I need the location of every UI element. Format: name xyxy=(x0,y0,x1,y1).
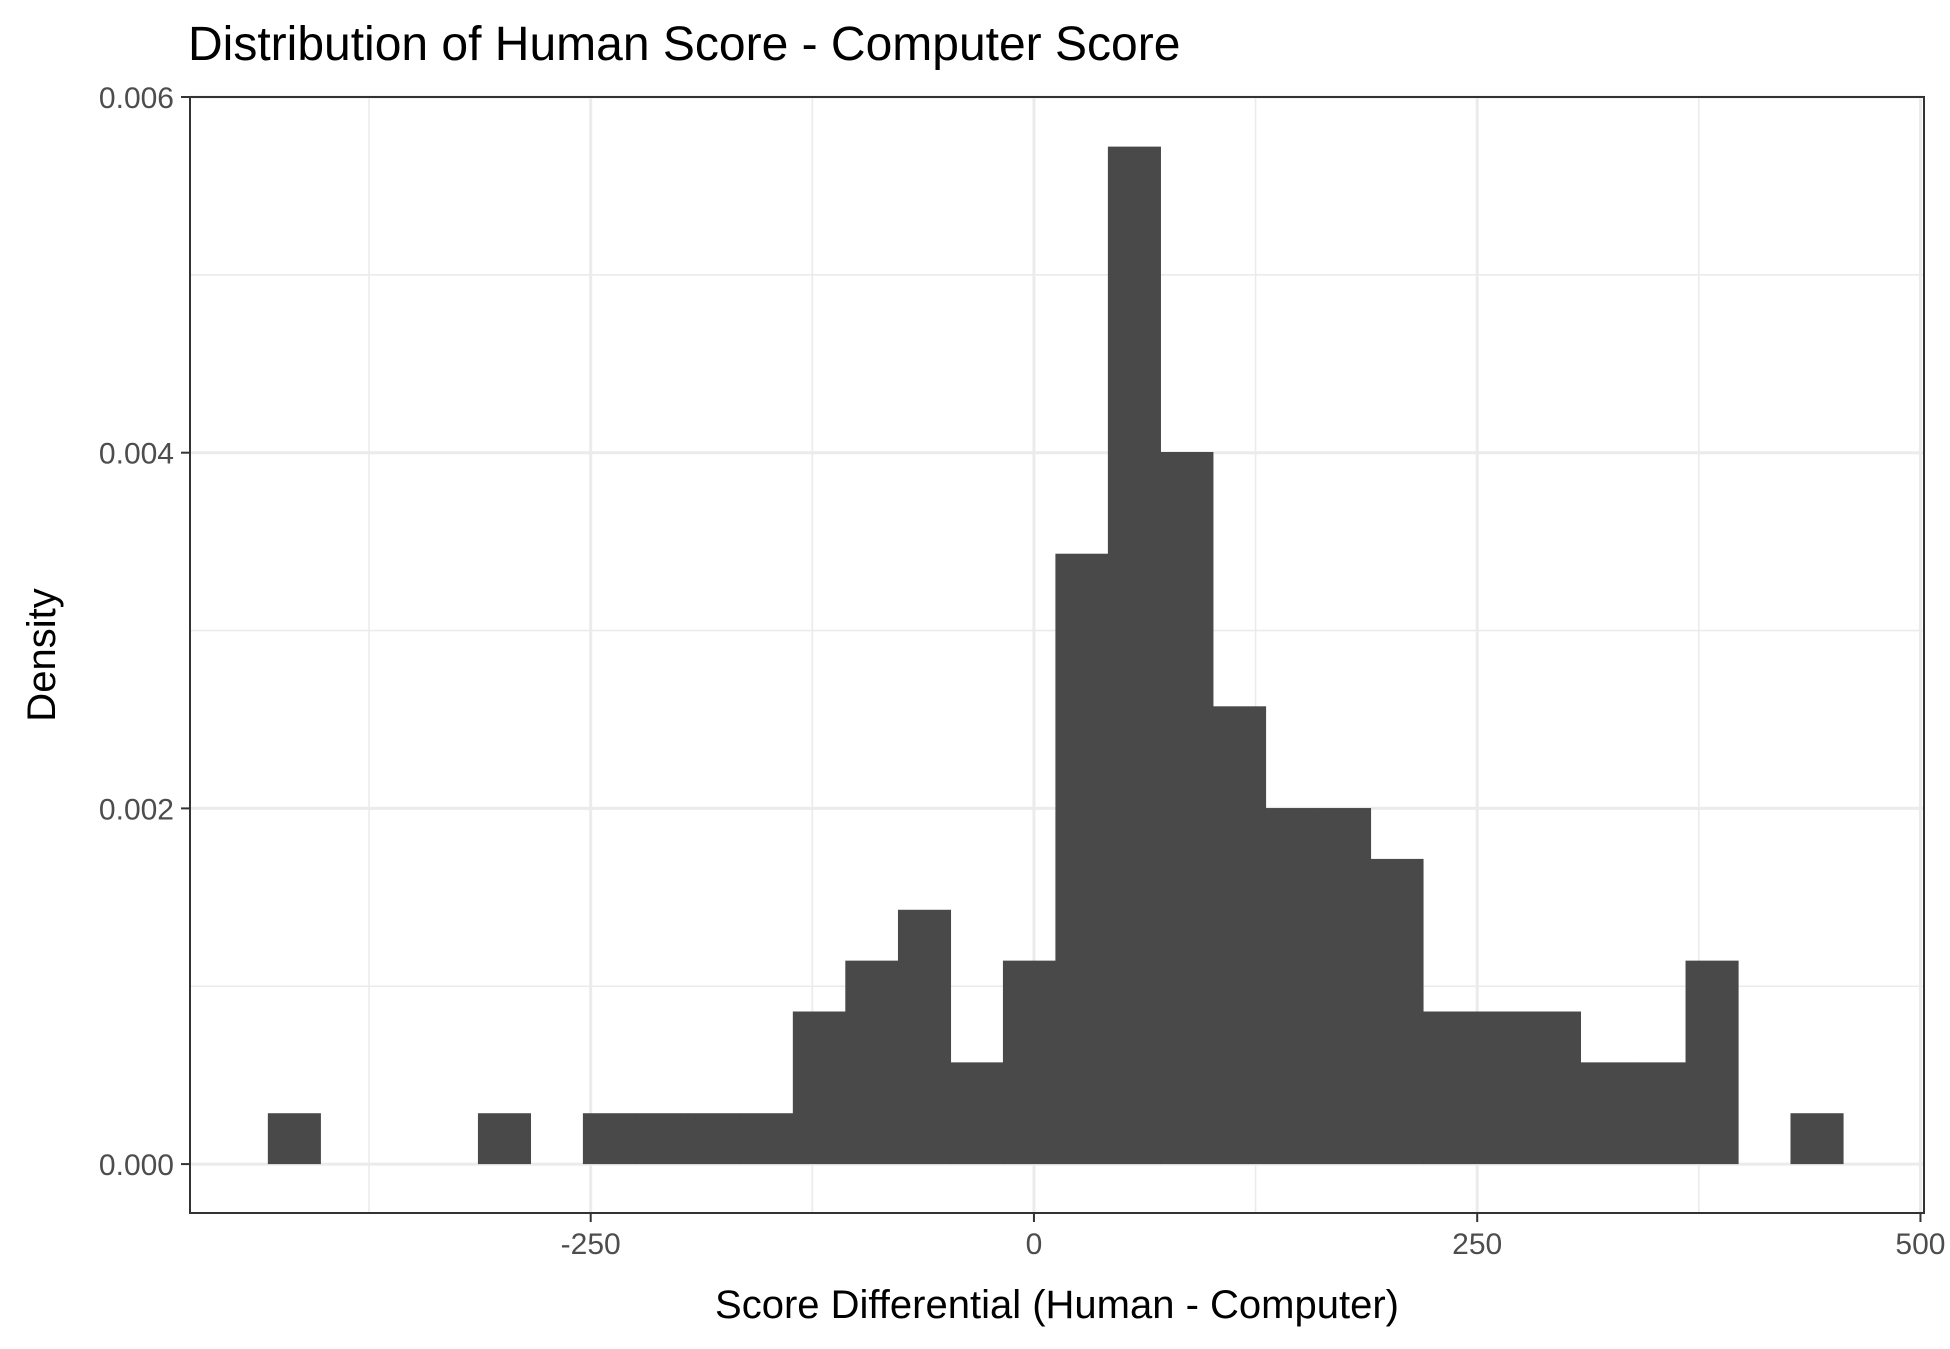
histogram-bar xyxy=(635,1113,689,1165)
histogram-bar xyxy=(1790,1113,1844,1165)
histogram-bar xyxy=(1475,1011,1529,1165)
y-tick-label: 0.002 xyxy=(99,793,174,826)
histogram-bar xyxy=(897,909,952,1165)
y-axis-title: Density xyxy=(20,588,64,721)
histogram-bar xyxy=(477,1113,532,1165)
histogram-bar xyxy=(740,1113,794,1165)
x-tick-label: 250 xyxy=(1452,1228,1502,1261)
plot-panel-border xyxy=(189,96,1925,1214)
x-axis-ticks: -250 0 250 500 xyxy=(561,1213,1945,1261)
y-axis-ticks: 0.000 0.002 0.004 0.006 xyxy=(99,82,190,1182)
histogram-bar xyxy=(1055,553,1109,1165)
x-tick-label: 500 xyxy=(1895,1228,1945,1261)
chart-title: Distribution of Human Score - Computer S… xyxy=(188,18,1180,71)
histogram-bar xyxy=(1317,808,1372,1165)
histogram-bar xyxy=(1527,1011,1581,1165)
x-tick-label: 0 xyxy=(1026,1228,1043,1261)
histogram-bar xyxy=(1212,706,1267,1165)
y-tick-label: 0.006 xyxy=(99,82,174,115)
y-tick-label: 0.000 xyxy=(99,1149,174,1182)
histogram-bar xyxy=(1107,146,1161,1165)
histogram-bar xyxy=(582,1113,636,1165)
histogram-bars xyxy=(267,146,1844,1165)
histogram-bar xyxy=(1160,451,1214,1165)
histogram-bar xyxy=(1633,1062,1687,1165)
histogram-bar xyxy=(1580,1062,1634,1165)
histogram-bar xyxy=(950,1062,1004,1165)
histogram-bar xyxy=(792,1011,846,1165)
y-tick-label: 0.004 xyxy=(99,438,174,471)
histogram-bar xyxy=(845,960,899,1165)
histogram-bar xyxy=(1002,960,1057,1165)
x-axis-title: Score Differential (Human - Computer) xyxy=(715,1283,1399,1327)
histogram-bar xyxy=(687,1113,741,1165)
histogram-bar xyxy=(1370,858,1424,1165)
histogram-bar xyxy=(1422,1011,1477,1165)
histogram-bar xyxy=(1265,808,1319,1165)
x-tick-label: -250 xyxy=(561,1228,621,1261)
histogram-bar xyxy=(1685,960,1739,1165)
histogram-bar xyxy=(267,1113,321,1165)
